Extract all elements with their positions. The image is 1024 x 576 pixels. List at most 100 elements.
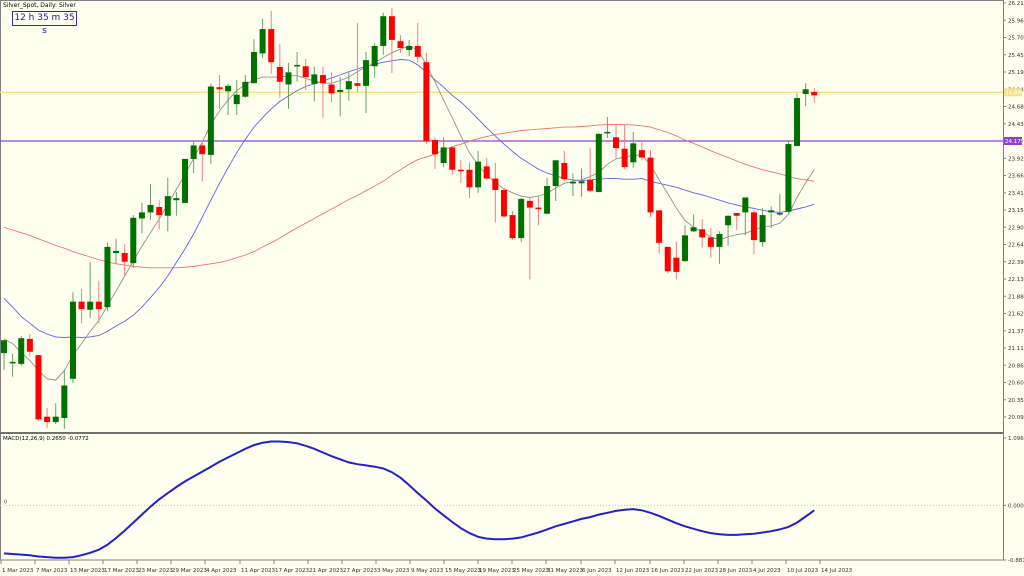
bear-candle bbox=[466, 169, 473, 188]
price-axis-label: 24.685 bbox=[1008, 105, 1024, 111]
bull-candle bbox=[130, 217, 137, 264]
bear-candle bbox=[354, 83, 361, 86]
candle-timer: 12 h 35 m 35 s bbox=[12, 11, 77, 36]
time-axis-label: 12 Jun 2023 bbox=[616, 568, 650, 574]
price-axis-label: 21.625 bbox=[1008, 312, 1024, 318]
bear-candle bbox=[423, 62, 430, 142]
price-axis-label: 26.215 bbox=[1008, 1, 1024, 7]
bull-candle bbox=[380, 16, 387, 46]
bull-candle bbox=[113, 250, 120, 253]
bull-candle bbox=[18, 338, 25, 364]
bear-candle bbox=[397, 41, 404, 48]
bear-candle bbox=[492, 178, 499, 191]
bull-candle bbox=[104, 246, 111, 308]
time-axis-label: 13 Mar 2023 bbox=[70, 568, 105, 574]
bull-candle bbox=[190, 145, 197, 159]
price-axis-label: 20.350 bbox=[1008, 398, 1024, 404]
price-axis-label: 23.920 bbox=[1008, 156, 1024, 162]
price-tag-text: 24.175 bbox=[1005, 139, 1024, 145]
price-axis-label: 20.860 bbox=[1008, 363, 1024, 369]
bear-candle bbox=[199, 145, 206, 155]
bull-candle bbox=[690, 227, 697, 232]
bull-candle bbox=[337, 89, 344, 92]
bull-candle bbox=[285, 72, 292, 85]
time-axis-label: 19 May 2023 bbox=[479, 568, 515, 574]
bear-candle bbox=[638, 150, 645, 158]
bear-candle bbox=[35, 355, 42, 420]
macd-line bbox=[3, 440, 815, 559]
bull-candle bbox=[242, 81, 249, 97]
price-tag-text: 24.895 bbox=[1005, 90, 1024, 96]
price-axis-label: 23.665 bbox=[1008, 174, 1024, 180]
price-axis-label: 25.705 bbox=[1008, 36, 1024, 42]
bear-candle bbox=[483, 166, 490, 179]
bull-candle bbox=[9, 361, 16, 364]
time-axis-label: 16 Jun 2023 bbox=[651, 568, 685, 574]
bull-candle bbox=[742, 197, 749, 213]
macd-zero-label: 0 bbox=[4, 499, 7, 505]
bear-candle bbox=[526, 200, 533, 208]
bear-candle bbox=[414, 45, 421, 57]
bull-candle bbox=[173, 198, 180, 201]
bear-candle bbox=[613, 137, 620, 149]
bear-candle bbox=[535, 207, 542, 210]
level-price-tag bbox=[1004, 137, 1022, 146]
bull-candle bbox=[776, 213, 783, 215]
bear-candle bbox=[78, 301, 85, 310]
bull-candle bbox=[52, 416, 59, 423]
bear-candle bbox=[656, 210, 663, 243]
price-axis-label: 21.115 bbox=[1008, 346, 1024, 352]
bull-candle bbox=[345, 81, 352, 90]
time-axis-label: 4 Jul 2023 bbox=[753, 568, 781, 574]
bear-candle bbox=[449, 147, 456, 170]
bull-candle bbox=[759, 215, 766, 243]
bull-candle bbox=[371, 45, 378, 67]
bull-candle bbox=[259, 29, 266, 54]
macd-indicator-label: MACD(12,26,9) 0.2650 -0.0772 bbox=[3, 436, 89, 442]
time-axis-label: 3 May 2023 bbox=[377, 568, 410, 574]
bear-candle bbox=[26, 338, 33, 352]
price-axis-label: 25.195 bbox=[1008, 70, 1024, 76]
bull-candle bbox=[440, 147, 447, 163]
price-axis-label: 21.880 bbox=[1008, 294, 1024, 300]
bear-candle bbox=[621, 148, 628, 168]
price-axis-label: 20.095 bbox=[1008, 415, 1024, 421]
macd-axis-label: -0.8877 bbox=[1008, 558, 1024, 564]
macd-axis-label: 1.0962 bbox=[1008, 436, 1024, 442]
bull-candle bbox=[475, 161, 482, 188]
bear-candle bbox=[647, 157, 654, 213]
bull-candle bbox=[250, 52, 257, 84]
bear-candle bbox=[44, 416, 51, 423]
bear-candle bbox=[432, 139, 438, 155]
bull-candle bbox=[785, 144, 792, 212]
price-axis-label: 23.410 bbox=[1008, 191, 1024, 197]
bull-candle bbox=[164, 196, 171, 216]
time-axis-label: 9 May 2023 bbox=[411, 568, 444, 574]
bull-candle bbox=[725, 215, 732, 226]
bull-candle bbox=[518, 198, 525, 239]
bull-candle bbox=[569, 181, 576, 184]
bear-candle bbox=[750, 212, 757, 241]
bull-candle bbox=[595, 133, 602, 193]
price-axis-label: 25.960 bbox=[1008, 18, 1024, 24]
bull-candle bbox=[87, 301, 94, 310]
bear-candle bbox=[811, 91, 818, 96]
time-axis-label: 14 Jul 2023 bbox=[821, 568, 853, 574]
bull-candle bbox=[630, 143, 637, 163]
time-axis-label: 7 Mar 2023 bbox=[36, 568, 68, 574]
bull-candle bbox=[147, 204, 154, 213]
bear-candle bbox=[500, 190, 507, 217]
bear-candle bbox=[121, 252, 128, 262]
time-axis-label: 17 Mar 2023 bbox=[104, 568, 139, 574]
bull-candle bbox=[233, 94, 240, 105]
bull-candle bbox=[406, 45, 413, 51]
bear-candle bbox=[95, 301, 102, 310]
macd-axis-label: 0.0000 bbox=[1008, 503, 1024, 509]
bear-candle bbox=[664, 246, 671, 272]
bear-candle bbox=[457, 169, 464, 172]
bear-candle bbox=[156, 206, 163, 216]
bull-candle bbox=[182, 158, 189, 203]
time-axis-label: 15 May 2023 bbox=[445, 568, 481, 574]
time-axis-label: 10 Jul 2023 bbox=[787, 568, 819, 574]
